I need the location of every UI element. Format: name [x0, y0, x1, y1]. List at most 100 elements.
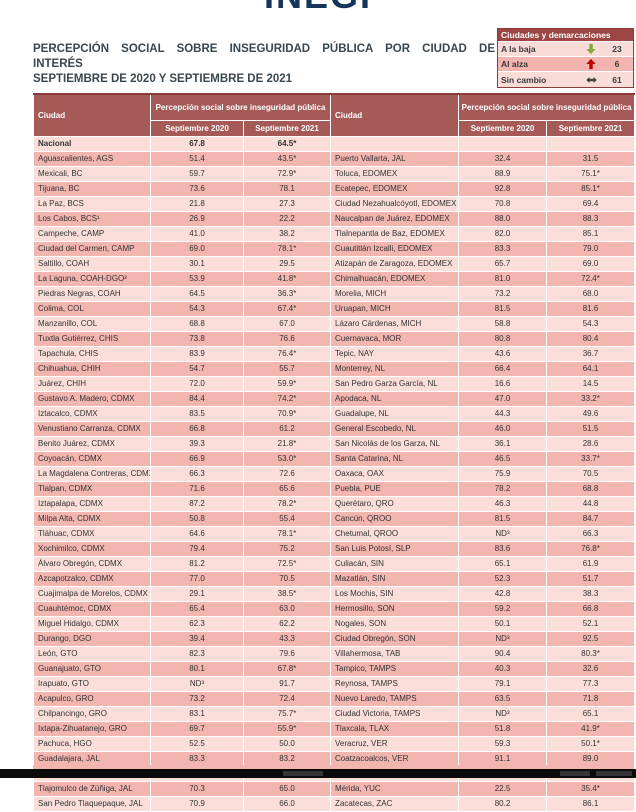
- value-2020-cell-left: 71.6: [150, 480, 244, 497]
- value-2020-cell-left: 79.4: [150, 540, 244, 557]
- value-2020-cell-right: 50.1: [458, 615, 548, 632]
- city-cell-right: Veracruz, VER: [330, 735, 460, 752]
- legend-label-up: Al alza: [501, 59, 528, 69]
- value-2020-cell-left: 39.4: [150, 630, 244, 647]
- value-2020-cell-right: 81.0: [458, 270, 548, 287]
- value-2020-cell-left: 87.2: [150, 495, 244, 512]
- value-2021-cell-right: 88.3: [546, 210, 636, 227]
- table-row: Piedras Negras, COAH 64.5 36.3* Morelia,…: [33, 285, 636, 302]
- value-2020-cell-left: 26.9: [150, 210, 244, 227]
- city-cell-left: Tapachula, CHIS: [33, 345, 151, 362]
- city-cell-right: San Nicolás de los Garza, NL: [330, 435, 460, 452]
- value-2021-cell-left: 62.2: [242, 615, 332, 632]
- value-2021-cell-right: 36.7: [546, 345, 636, 362]
- city-cell-right: Lázaro Cárdenas, MICH: [330, 315, 460, 332]
- city-cell-left: Irapuato, GTO: [33, 675, 151, 692]
- city-cell-right: Zacatecas, ZAC: [330, 795, 460, 812]
- table-row: Los Cabos, BCS¹ 26.9 22.2 Naucalpan de J…: [33, 210, 636, 227]
- city-cell-left: Miguel Hidalgo, CDMX: [33, 615, 151, 632]
- table-row: Cuajimalpa de Morelos, CDMX 29.1 38.5* L…: [33, 585, 636, 602]
- value-2021-cell-right: 14.5: [546, 375, 636, 392]
- city-cell-left: Piedras Negras, COAH: [33, 285, 151, 302]
- city-cell-right: Guadalupe, NL: [330, 405, 460, 422]
- city-cell-right: Morelia, MICH: [330, 285, 460, 302]
- value-2021-cell-right: 86.1: [546, 795, 636, 812]
- value-2021-cell-left: 36.3*: [242, 285, 332, 302]
- value-2020-cell-right: 82.0: [458, 225, 548, 242]
- legend-label-down: A la baja: [501, 44, 536, 54]
- value-2021-cell-right: 85.1*: [546, 180, 636, 197]
- value-2021-cell-right: 71.8: [546, 690, 636, 707]
- value-2020-cell-left: 83.3: [150, 750, 244, 767]
- title-subtitle: SEPTIEMBRE DE 2020 Y SEPTIEMBRE DE 2021: [33, 73, 293, 85]
- value-2021-cell-left: 27.3: [242, 195, 332, 212]
- header-sep2021-left: Septiembre 2021: [242, 119, 332, 137]
- value-2021-cell-right: 33.7*: [546, 450, 636, 467]
- value-2020-cell-right: 40.3: [458, 660, 548, 677]
- city-cell-right: Oaxaca, OAX: [330, 465, 460, 482]
- value-2020-cell-right: 88.9: [458, 165, 548, 182]
- table-row: Tijuana, BC 73.6 78.1 Ecatepec, EDOMEX 9…: [33, 180, 636, 197]
- city-cell-left: Álvaro Obregón, CDMX: [33, 555, 151, 572]
- value-2020-cell-left: 50.8: [150, 510, 244, 527]
- value-2021-cell-left: 55.9*: [242, 720, 332, 737]
- value-2020-cell-right: 22.5: [458, 780, 548, 797]
- page-title: PERCEPCIÓN SOCIAL SOBRE INSEGURIDAD PÚBL…: [33, 42, 495, 87]
- table-row: Gustavo A. Madero, CDMX 84.4 74.2* Apoda…: [33, 390, 636, 407]
- value-2021-cell-left: 29.5: [242, 255, 332, 272]
- value-2021-cell-left: 21.8*: [242, 435, 332, 452]
- value-2021-cell-left: 65.6: [242, 480, 332, 497]
- value-2020-cell-right: 81.5: [458, 510, 548, 527]
- city-cell-left: Aguascalientes, AGS: [33, 150, 151, 167]
- value-2020-cell-right: 47.0: [458, 390, 548, 407]
- value-2021-cell-left: 38.5*: [242, 585, 332, 602]
- bottom-bar-segment: [560, 771, 590, 776]
- value-2021-cell-left: 74.2*: [242, 390, 332, 407]
- value-2021-cell-right: 89.0: [546, 750, 636, 767]
- header-group-right: Percepción social sobre inseguridad públ…: [458, 93, 636, 121]
- table-row: Ixtapa-Zihuatanejo, GRO 69.7 55.9* Tlaxc…: [33, 720, 636, 737]
- table-row: Iztapalapa, CDMX 87.2 78.2* Querétaro, Q…: [33, 495, 636, 512]
- value-2021-cell-left: 76.6: [242, 330, 332, 347]
- value-2020-cell-right: 52.3: [458, 570, 548, 587]
- value-2021-cell-right: 38.3: [546, 585, 636, 602]
- value-2021-cell-right: 68.8: [546, 480, 636, 497]
- value-2020-cell-right: 46.0: [458, 420, 548, 437]
- city-cell-right: Nuevo Laredo, TAMPS: [330, 690, 460, 707]
- table-row: Acapulco, GRO 73.2 72.4 Nuevo Laredo, TA…: [33, 690, 636, 707]
- value-2020-cell-right: 42.8: [458, 585, 548, 602]
- table-row: Milpa Alta, CDMX 50.8 55.4 Cancún, QROO …: [33, 510, 636, 527]
- city-cell-left: Cuauhtémoc, CDMX: [33, 600, 151, 617]
- city-cell-right: Coatzacoalcos, VER: [330, 750, 460, 767]
- value-2020-cell-right: 83.3: [458, 240, 548, 257]
- value-2021-cell-left: 70.9*: [242, 405, 332, 422]
- city-cell-left: Guadalajara, JAL: [33, 750, 151, 767]
- city-cell-left: Ixtapa-Zihuatanejo, GRO: [33, 720, 151, 737]
- city-cell-left: Benito Juárez, CDMX: [33, 435, 151, 452]
- city-cell-left: Iztacalco, CDMX: [33, 405, 151, 422]
- value-2020-cell-right: 59.2: [458, 600, 548, 617]
- value-2020-cell-left: 51.4: [150, 150, 244, 167]
- value-2020-cell-left: 41.0: [150, 225, 244, 242]
- city-cell-right: Ciudad Obregón, SON: [330, 630, 460, 647]
- city-cell-right: Santa Catarina, NL: [330, 450, 460, 467]
- value-2020-cell-right: 75.9: [458, 465, 548, 482]
- value-2020-cell-right: 65.7: [458, 255, 548, 272]
- value-2021-cell-left: 72.9*: [242, 165, 332, 182]
- table-row: Iztacalco, CDMX 83.5 70.9* Guadalupe, NL…: [33, 405, 636, 422]
- city-cell-right: Ciudad Victoria, TAMPS: [330, 705, 460, 722]
- table-row: Guadalajara, JAL 83.3 83.2 Coatzacoalcos…: [33, 750, 636, 767]
- value-2020-cell-left: 84.4: [150, 390, 244, 407]
- table-row: Venustiano Carranza, CDMX 66.8 61.2 Gene…: [33, 420, 636, 437]
- city-cell-left: San Pedro Tlaquepaque, JAL: [33, 795, 151, 812]
- value-2021-cell-right: 72.4*: [546, 270, 636, 287]
- city-cell-left: Xochimilco, CDMX: [33, 540, 151, 557]
- national-row: Nacional 67.8 64.5*: [33, 135, 636, 152]
- value-2021-cell-right: 66.8: [546, 600, 636, 617]
- city-cell-left: Juárez, CHIH: [33, 375, 151, 392]
- city-cell-right: Uruapan, MICH: [330, 300, 460, 317]
- value-2021-cell-right: 28.6: [546, 435, 636, 452]
- value-2021-cell-left: 43.5*: [242, 150, 332, 167]
- value-2021-cell-left: 78.1*: [242, 240, 332, 257]
- value-2021-cell-left: 70.5: [242, 570, 332, 587]
